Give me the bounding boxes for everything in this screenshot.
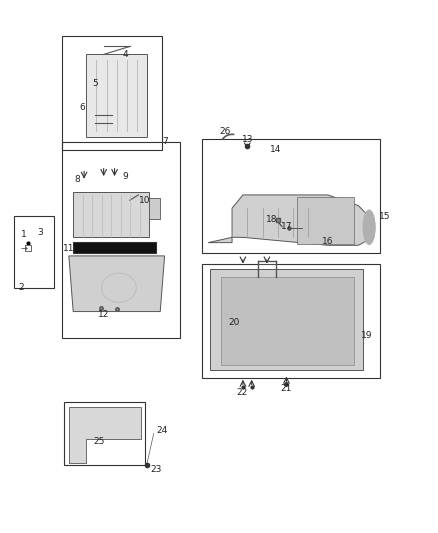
Polygon shape — [69, 256, 165, 312]
Polygon shape — [86, 54, 147, 136]
Text: 24: 24 — [157, 426, 168, 435]
Text: 22: 22 — [236, 388, 247, 397]
Text: 11: 11 — [63, 244, 74, 253]
Ellipse shape — [363, 210, 375, 245]
Bar — [297, 197, 354, 244]
Text: 3: 3 — [38, 228, 43, 237]
Text: 23: 23 — [150, 465, 162, 473]
Text: →: → — [21, 244, 28, 253]
Text: 5: 5 — [92, 79, 98, 88]
Bar — [62, 142, 180, 338]
Text: 19: 19 — [361, 331, 373, 340]
Text: 12: 12 — [98, 310, 110, 319]
Text: 20: 20 — [229, 318, 240, 327]
Text: 17: 17 — [281, 222, 292, 231]
Text: 15: 15 — [378, 212, 390, 221]
Text: 13: 13 — [241, 135, 253, 144]
Text: 21: 21 — [281, 384, 292, 393]
Text: 26: 26 — [220, 127, 231, 136]
Text: 7: 7 — [162, 138, 167, 147]
Bar — [14, 216, 53, 288]
Polygon shape — [208, 195, 374, 245]
Text: 2: 2 — [18, 283, 24, 292]
Text: 25: 25 — [94, 437, 105, 446]
Text: 18: 18 — [265, 215, 277, 224]
Polygon shape — [73, 192, 149, 237]
Bar — [64, 402, 145, 465]
Text: 1: 1 — [21, 230, 27, 239]
Text: 16: 16 — [322, 237, 334, 246]
Text: 9: 9 — [123, 172, 128, 181]
Bar — [73, 241, 156, 253]
Bar — [201, 139, 380, 253]
Polygon shape — [210, 269, 363, 370]
Bar — [62, 36, 162, 150]
Text: 8: 8 — [74, 174, 81, 183]
Bar — [201, 264, 380, 378]
Polygon shape — [69, 407, 141, 463]
Text: 10: 10 — [139, 196, 151, 205]
Text: 4: 4 — [123, 50, 128, 59]
Polygon shape — [221, 277, 354, 365]
Text: 6: 6 — [79, 103, 85, 112]
Bar — [149, 198, 160, 219]
Text: 14: 14 — [270, 146, 281, 155]
